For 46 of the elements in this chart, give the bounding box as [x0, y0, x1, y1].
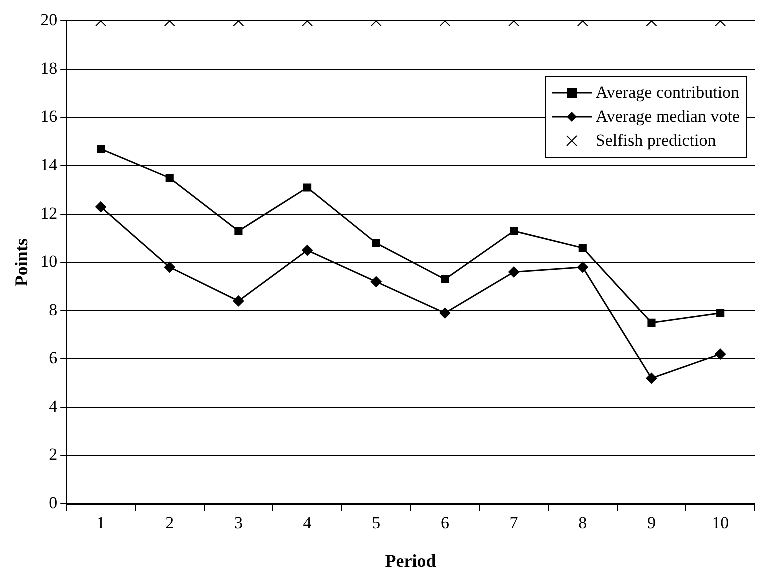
- point: [304, 184, 312, 192]
- x-tick-label: 10: [712, 514, 730, 533]
- x-tick-label: 6: [440, 514, 450, 533]
- x-tick-label: 3: [234, 514, 243, 533]
- y-tick-label: 4: [49, 396, 58, 416]
- point: [233, 296, 244, 307]
- x-tick-label: 2: [166, 514, 174, 533]
- y-tick-label: 16: [40, 107, 58, 126]
- legend-label: Average median vote: [596, 106, 740, 128]
- point: [716, 309, 725, 318]
- x-tick-label: 9: [647, 514, 656, 533]
- x-axis-title: Period: [385, 550, 436, 571]
- point: [715, 348, 726, 360]
- point: [440, 308, 451, 319]
- x-tick-label: 7: [510, 514, 519, 533]
- y-tick-label: 20: [40, 10, 58, 30]
- point: [646, 372, 658, 384]
- x-tick-label: 5: [372, 514, 381, 533]
- y-tick-label: 6: [49, 348, 58, 368]
- point: [370, 276, 382, 288]
- point: [302, 245, 314, 256]
- y-tick-label: 14: [40, 156, 58, 175]
- y-tick-label: 0: [49, 493, 58, 512]
- point: [648, 318, 656, 327]
- point: [234, 227, 243, 236]
- point: [166, 174, 174, 182]
- y-tick-label: 2: [49, 445, 58, 464]
- point: [577, 262, 588, 273]
- y-tick-label: 8: [49, 300, 58, 320]
- point: [372, 239, 380, 248]
- point: [441, 275, 450, 284]
- y-tick-label: 12: [40, 204, 58, 223]
- point: [164, 262, 176, 273]
- y-tick-label: 10: [40, 252, 58, 272]
- x-tick-label: 8: [578, 514, 588, 533]
- y-tick-label: 18: [40, 58, 58, 78]
- point: [96, 202, 107, 213]
- point: [508, 266, 520, 278]
- y-axis-title: Points: [11, 238, 32, 287]
- point: [510, 227, 518, 236]
- legend-label: Selfish prediction: [596, 130, 716, 152]
- point: [96, 145, 106, 154]
- x-tick-label: 4: [303, 514, 312, 533]
- legend-label: Average contribution: [596, 82, 740, 104]
- x-tick-label: 1: [96, 514, 106, 533]
- point: [578, 244, 587, 252]
